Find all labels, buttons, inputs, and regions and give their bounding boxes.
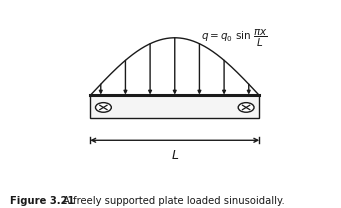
Text: $q = q_0\ \mathrm{sin}\ \dfrac{\pi x}{L}$: $q = q_0\ \mathrm{sin}\ \dfrac{\pi x}{L}… — [201, 28, 268, 50]
Circle shape — [238, 103, 254, 112]
Text: Figure 3.21: Figure 3.21 — [10, 196, 75, 206]
Text: A freely supported plate loaded sinusoidally.: A freely supported plate loaded sinusoid… — [63, 196, 285, 206]
Circle shape — [95, 103, 112, 112]
Text: $L$: $L$ — [170, 149, 179, 162]
Bar — [90, 95, 260, 118]
